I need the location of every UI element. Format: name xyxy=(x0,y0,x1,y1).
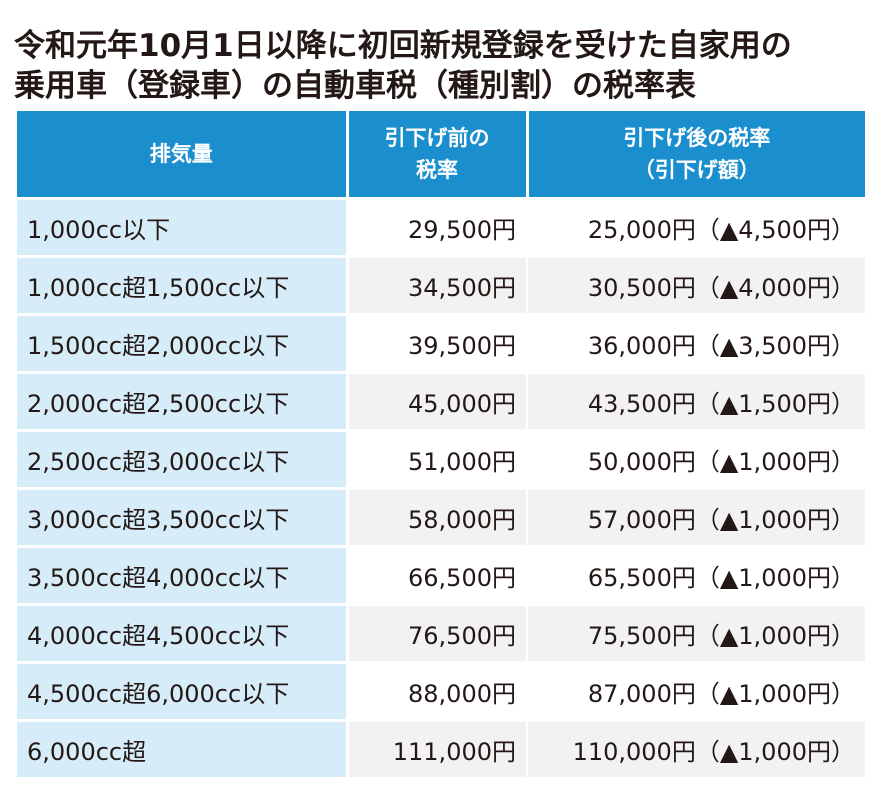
header-rate-after-line2: （引下げ額） xyxy=(633,158,760,182)
page-title: 令和元年10月1日以降に初回新規登録を受けた自家用の 乗用車（登録車）の自動車税… xyxy=(14,26,874,106)
cell-rate-after: 50,000円（▲1,000円） xyxy=(527,429,865,489)
cell-displacement: 2,000cc超2,500cc以下 xyxy=(17,371,349,431)
header-row: 排気量 引下げ前の 税率 引下げ後の税率 （引下げ額） xyxy=(17,111,865,199)
cell-rate-before: 111,000円 xyxy=(347,719,528,777)
cell-rate-before: 39,500円 xyxy=(347,313,528,373)
table-row: 2,500cc超3,000cc以下 51,000円 50,000円（▲1,000円） xyxy=(17,429,865,489)
cell-rate-after: 25,000円（▲4,500円） xyxy=(527,197,865,257)
header-rate-after: 引下げ後の税率 （引下げ額） xyxy=(527,111,865,199)
table-row: 3,500cc超4,000cc以下 66,500円 65,500円（▲1,000円） xyxy=(17,545,865,605)
cell-rate-after: 75,500円（▲1,000円） xyxy=(527,603,865,663)
table-row: 1,000cc以下 29,500円 25,000円（▲4,500円） xyxy=(17,197,865,257)
table-row: 4,000cc超4,500cc以下 76,500円 75,500円（▲1,000円） xyxy=(17,603,865,663)
cell-displacement: 3,500cc超4,000cc以下 xyxy=(17,545,349,605)
header-displacement-label: 排気量 xyxy=(149,142,213,166)
cell-rate-after: 87,000円（▲1,000円） xyxy=(527,661,865,721)
table-row: 2,000cc超2,500cc以下 45,000円 43,500円（▲1,500円） xyxy=(17,371,865,431)
header-rate-after-line1: 引下げ後の税率 xyxy=(623,126,771,150)
cell-displacement: 6,000cc超 xyxy=(17,719,349,777)
cell-rate-after: 43,500円（▲1,500円） xyxy=(527,371,865,431)
table-row: 4,500cc超6,000cc以下 88,000円 87,000円（▲1,000円） xyxy=(17,661,865,721)
table-header: 排気量 引下げ前の 税率 引下げ後の税率 （引下げ額） xyxy=(17,111,865,199)
cell-rate-after: 65,500円（▲1,000円） xyxy=(527,545,865,605)
header-rate-before: 引下げ前の 税率 xyxy=(347,111,529,199)
table-row: 1,500cc超2,000cc以下 39,500円 36,000円（▲3,500円） xyxy=(17,313,865,373)
cell-rate-after: 30,500円（▲4,000円） xyxy=(527,255,865,315)
table-row: 3,000cc超3,500cc以下 58,000円 57,000円（▲1,000円） xyxy=(17,487,865,547)
cell-rate-before: 76,500円 xyxy=(347,603,528,663)
title-line-2: 乗用車（登録車）の自動車税（種別割）の税率表 xyxy=(14,68,696,104)
header-displacement: 排気量 xyxy=(17,111,349,199)
cell-rate-before: 29,500円 xyxy=(347,197,528,257)
cell-displacement: 1,500cc超2,000cc以下 xyxy=(17,313,349,373)
table-row: 6,000cc超 111,000円 110,000円（▲1,000円） xyxy=(17,719,865,777)
table-body: 1,000cc以下 29,500円 25,000円（▲4,500円） 1,000cc超… xyxy=(17,197,865,777)
tax-rate-table: 排気量 引下げ前の 税率 引下げ後の税率 （引下げ額） 1,000cc以下 29,… xyxy=(17,111,865,777)
cell-rate-before: 66,500円 xyxy=(347,545,528,605)
cell-displacement: 4,500cc超6,000cc以下 xyxy=(17,661,349,721)
cell-rate-before: 51,000円 xyxy=(347,429,528,489)
cell-displacement: 1,000cc以下 xyxy=(17,197,349,257)
header-rate-before-line2: 税率 xyxy=(416,158,458,182)
cell-displacement: 4,000cc超4,500cc以下 xyxy=(17,603,349,663)
table-row: 1,000cc超1,500cc以下 34,500円 30,500円（▲4,000円） xyxy=(17,255,865,315)
cell-rate-before: 34,500円 xyxy=(347,255,528,315)
title-line-1: 令和元年10月1日以降に初回新規登録を受けた自家用の xyxy=(14,28,792,64)
header-rate-before-line1: 引下げ前の xyxy=(384,126,490,150)
cell-rate-before: 88,000円 xyxy=(347,661,528,721)
cell-rate-before: 45,000円 xyxy=(347,371,528,431)
cell-rate-after: 57,000円（▲1,000円） xyxy=(527,487,865,547)
cell-displacement: 1,000cc超1,500cc以下 xyxy=(17,255,349,315)
cell-rate-after: 110,000円（▲1,000円） xyxy=(527,719,865,777)
cell-rate-before: 58,000円 xyxy=(347,487,528,547)
cell-displacement: 3,000cc超3,500cc以下 xyxy=(17,487,349,547)
cell-rate-after: 36,000円（▲3,500円） xyxy=(527,313,865,373)
cell-displacement: 2,500cc超3,000cc以下 xyxy=(17,429,349,489)
